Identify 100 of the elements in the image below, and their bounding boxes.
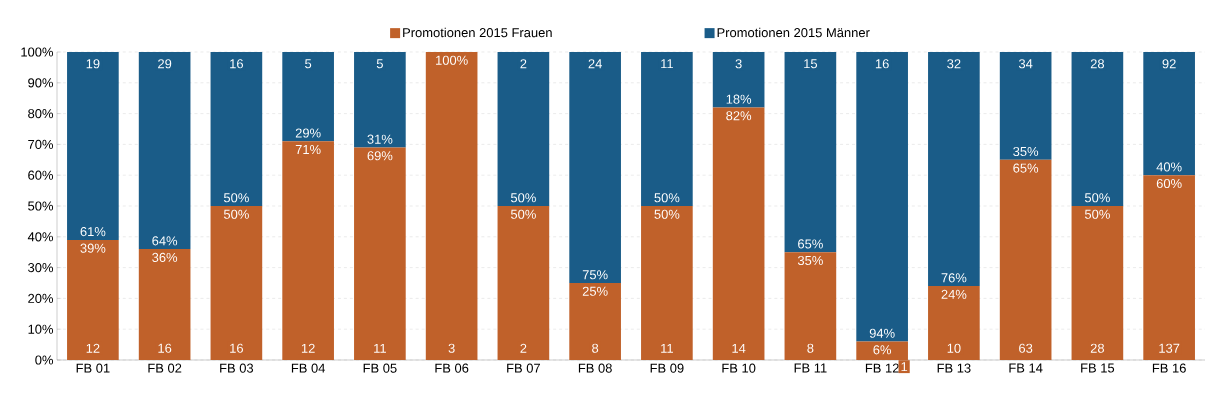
data-label: 50% [654,209,680,219]
annotation: 11 [661,59,673,69]
x-tick-label: FB 01 [76,363,110,373]
data-label: 29% [295,128,321,138]
bar [569,52,621,283]
y-tick-label: 10% [28,324,54,334]
data-label: 6% [873,345,892,355]
annotation: 10 [947,343,961,353]
annotation: 1 [901,362,908,372]
y-tick-label: 50% [28,201,54,211]
annotation: 8 [592,343,599,353]
annotation: 34 [1018,59,1033,69]
data-label: 50% [223,193,249,203]
annotation: 16 [230,343,244,353]
annotation: 11 [374,343,386,353]
data-label: 64% [152,236,178,246]
bar [210,206,263,360]
annotation: 12 [86,343,100,353]
bar [354,147,406,360]
x-tick-label: FB 14 [1009,363,1043,373]
y-tick-label: 0% [35,355,54,365]
bar [641,206,693,360]
x-tick-label: FB 09 [650,363,684,373]
annotation: 32 [947,59,961,69]
data-label: 50% [1084,193,1110,203]
bar [1071,52,1124,206]
annotation: 16 [158,343,172,353]
data-label: 50% [223,209,249,219]
bar [138,52,191,250]
data-label: 100% [436,55,468,65]
annotation: 2 [520,59,527,69]
bar [282,52,334,142]
annotation: 92 [1162,59,1176,69]
bar [67,239,119,360]
data-label: 82% [726,111,752,121]
bar [784,52,837,253]
x-tick-label: FB 06 [435,363,469,373]
bar [1143,52,1195,176]
y-tick-label: 20% [28,293,54,303]
annotation: 28 [1090,343,1105,353]
data-label: 50% [654,193,680,203]
data-label: 31% [367,134,393,144]
x-tick-label: FB 13 [937,363,971,373]
bar [712,52,765,108]
annotation: 3 [735,59,742,69]
data-label: 50% [1084,209,1110,219]
bar [641,52,693,206]
bar [138,249,191,360]
data-label: 24% [941,289,967,299]
y-tick-label: 30% [28,263,54,273]
bar [354,52,406,148]
data-label: 60% [1156,178,1182,189]
bar [1071,206,1124,360]
legend-label: Promotionen 2015 Frauen [403,27,552,38]
data-label: 76% [941,273,967,283]
bar [784,252,837,360]
data-label: 50% [510,209,536,219]
x-tick-label: FB 08 [578,363,612,373]
annotation: 28 [1090,59,1105,69]
y-tick-label: 100% [21,47,54,57]
data-label: 69% [367,151,393,161]
y-tick-label: 90% [28,78,54,88]
annotation: 12 [301,343,315,353]
data-label: 75% [582,270,608,280]
bar [712,107,765,360]
x-tick-label: FB 07 [507,363,540,373]
x-tick-label: FB 02 [148,363,182,373]
annotation: 8 [807,343,814,353]
annotation: 5 [376,59,383,69]
annotation: 3 [448,343,455,353]
annotation: 5 [305,59,312,69]
bar [497,52,550,206]
bar [999,52,1052,160]
bar [569,283,621,360]
x-tick-label: FB 04 [291,363,326,373]
data-label: 18% [726,94,752,104]
bar [210,52,263,206]
data-label: 65% [1013,163,1039,173]
annotation: 15 [804,59,818,69]
annotation: 16 [875,59,889,69]
annotation: 2 [520,343,527,353]
bar [67,52,119,240]
annotation: 14 [732,343,746,353]
annotation: 24 [588,59,602,69]
bar [999,159,1052,360]
bar [282,141,334,360]
x-tick-label: FB 15 [1081,363,1115,373]
data-label: 35% [797,255,823,266]
bar [497,206,550,360]
y-tick-label: 60% [28,170,54,180]
data-label: 71% [295,145,321,155]
data-label: 36% [152,252,178,262]
y-tick-label: 40% [27,232,54,242]
x-tick-label: FB 11 [794,363,827,373]
bar [425,52,478,360]
annotation: 137 [1159,343,1180,353]
data-label: 39% [80,243,106,253]
bar [928,286,980,360]
bar [1143,175,1195,360]
x-tick-label: FB 10 [722,363,756,373]
